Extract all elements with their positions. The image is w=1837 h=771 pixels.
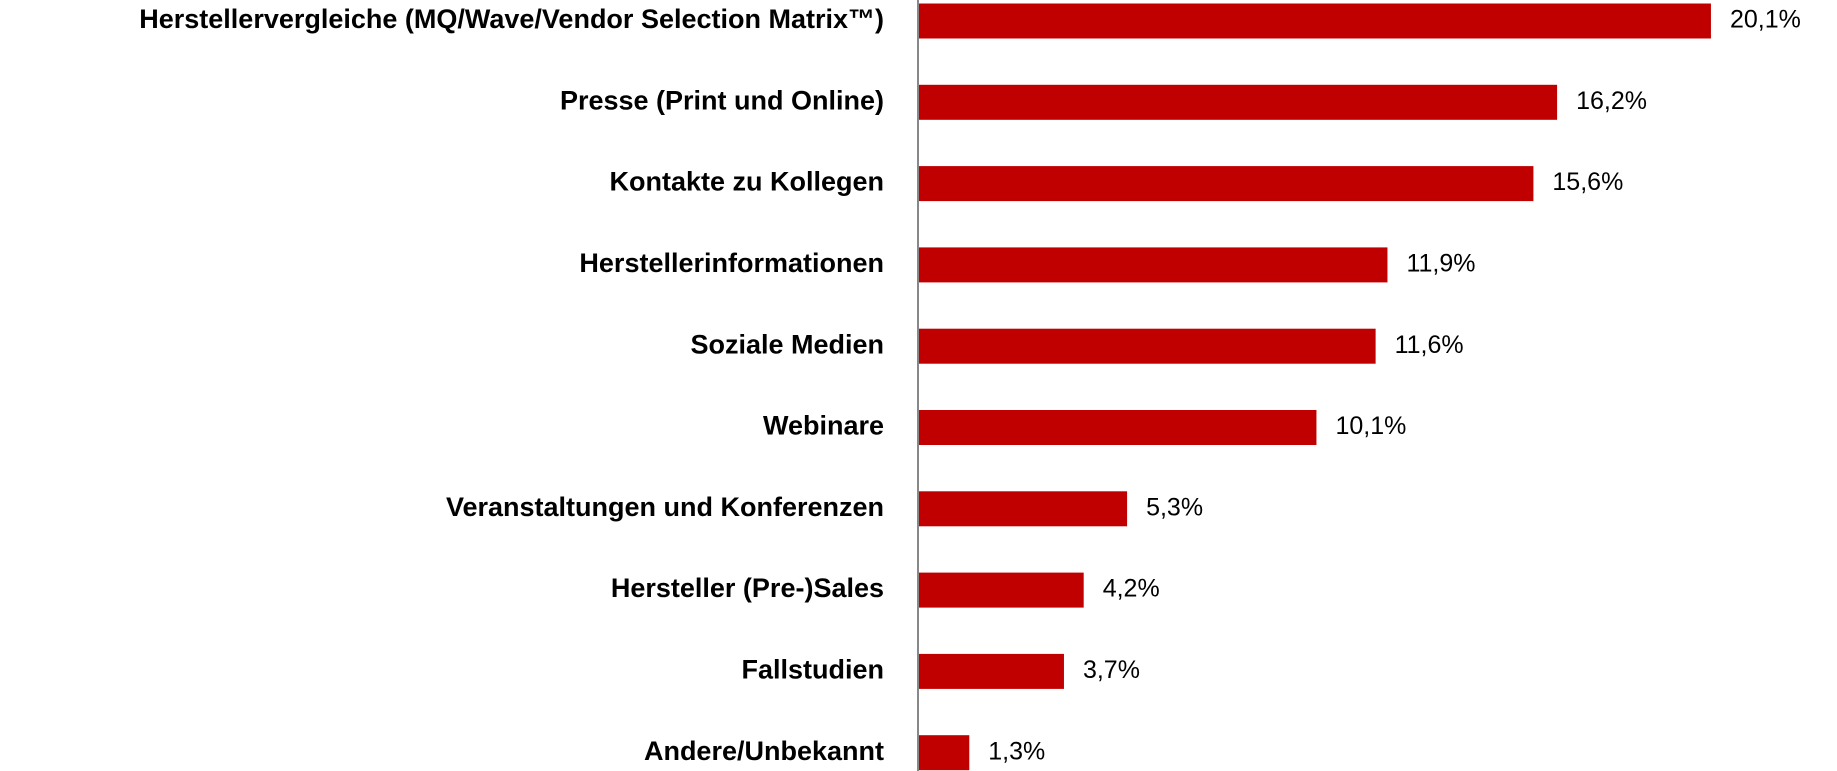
category-label: Presse (Print und Online) xyxy=(560,85,884,115)
bar xyxy=(918,491,1128,527)
bar xyxy=(918,328,1376,364)
category-label: Herstellervergleiche (MQ/Wave/Vendor Sel… xyxy=(139,4,884,34)
value-label: 11,6% xyxy=(1395,331,1464,359)
bar xyxy=(918,3,1711,39)
bar xyxy=(918,84,1558,120)
bar xyxy=(918,410,1317,445)
value-label: 10,1% xyxy=(1335,412,1406,440)
category-label: Webinare xyxy=(763,411,884,441)
bar xyxy=(918,247,1388,283)
bar xyxy=(918,735,970,771)
category-label: Veranstaltungen und Konferenzen xyxy=(446,492,884,522)
bar xyxy=(918,166,1534,202)
value-label: 11,9% xyxy=(1406,250,1475,278)
value-label: 3,7% xyxy=(1083,656,1140,684)
value-label: 15,6% xyxy=(1552,168,1623,196)
bar xyxy=(918,653,1064,689)
value-label: 4,2% xyxy=(1103,575,1160,603)
category-label: Soziale Medien xyxy=(690,329,884,359)
category-label: Kontakte zu Kollegen xyxy=(609,167,884,197)
bar xyxy=(918,572,1084,608)
category-label: Andere/Unbekannt xyxy=(644,736,884,766)
category-label: Herstellerinformationen xyxy=(579,248,884,278)
value-label: 16,2% xyxy=(1576,87,1647,115)
value-label: 20,1% xyxy=(1730,6,1801,34)
value-label: 5,3% xyxy=(1146,493,1203,521)
value-label: 1,3% xyxy=(988,737,1045,765)
category-label: Hersteller (Pre-)Sales xyxy=(611,573,884,603)
category-label: Fallstudien xyxy=(741,655,884,685)
